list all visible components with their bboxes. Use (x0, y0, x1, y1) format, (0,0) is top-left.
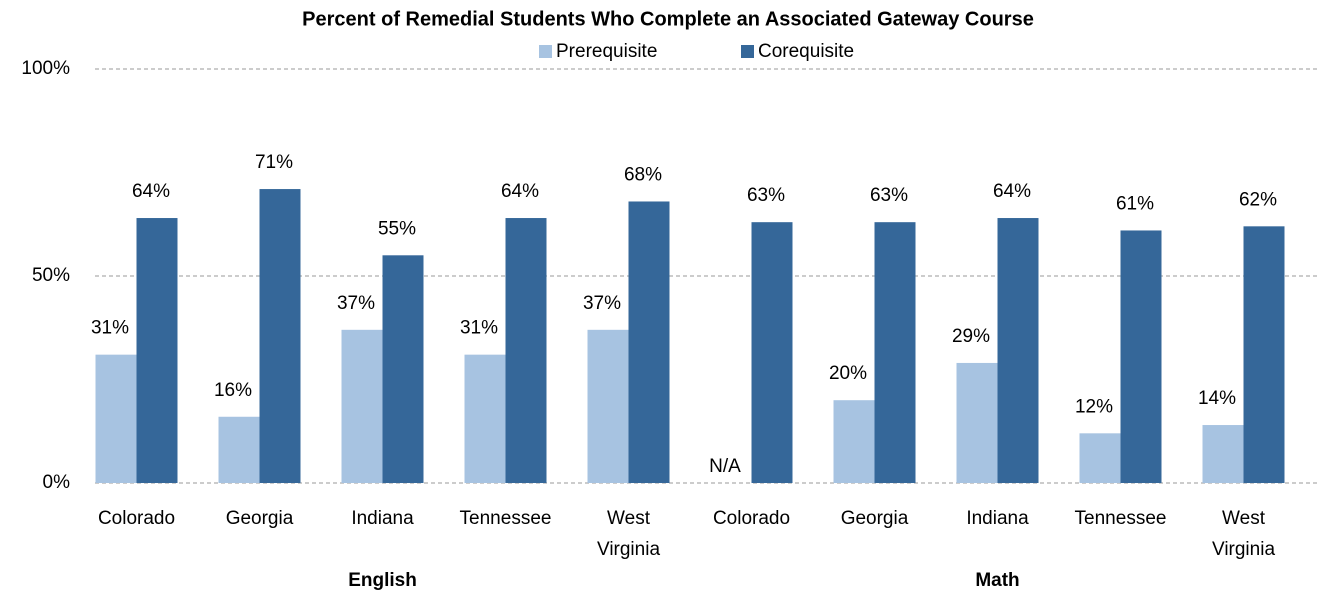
bar (505, 218, 547, 484)
bar (997, 218, 1039, 484)
x-tick-label: West Virginia (597, 508, 660, 560)
data-label: 14% (1198, 388, 1236, 409)
bar (1079, 433, 1121, 483)
bar (1120, 230, 1162, 483)
data-label: N/A (709, 456, 741, 477)
x-tick-label: Indiana (351, 508, 414, 529)
x-tick-label: Georgia (226, 508, 294, 529)
data-label: 20% (829, 363, 867, 384)
x-tick-label: Colorado (713, 508, 790, 529)
bar (833, 400, 875, 483)
chart-title: Percent of Remedial Students Who Complet… (302, 8, 1034, 30)
data-label: 68% (624, 164, 662, 185)
bar (382, 255, 424, 483)
data-label: 62% (1239, 189, 1277, 210)
data-label: 31% (91, 318, 129, 339)
bar (95, 354, 137, 483)
bar (628, 201, 670, 484)
x-tick-label: Tennessee (1075, 508, 1167, 529)
data-label: 31% (460, 318, 498, 339)
x-tick-label: West Virginia (1212, 508, 1275, 560)
y-tick-label: 100% (21, 58, 70, 79)
y-tick-label: 0% (43, 472, 71, 493)
bar (218, 416, 260, 483)
data-label: 64% (993, 181, 1031, 202)
data-label: 37% (337, 293, 375, 314)
data-label: 61% (1116, 193, 1154, 214)
bar (587, 329, 629, 483)
bar (1202, 425, 1244, 483)
group-label: English (348, 570, 417, 591)
x-tick-label: Indiana (966, 508, 1029, 529)
bar (1243, 226, 1285, 483)
legend-label: Prerequisite (556, 41, 657, 62)
data-label: 29% (952, 326, 990, 347)
y-tick-label: 50% (32, 265, 70, 286)
data-label: 55% (378, 218, 416, 239)
x-tick-label: Tennessee (460, 508, 552, 529)
legend-swatch (741, 45, 754, 58)
bar (956, 362, 998, 483)
bar (259, 189, 301, 483)
bar (874, 222, 916, 483)
data-label: 64% (132, 181, 170, 202)
bar (751, 222, 793, 483)
data-label: 64% (501, 181, 539, 202)
data-label: 63% (747, 185, 785, 206)
data-label: 63% (870, 185, 908, 206)
data-label: 37% (583, 293, 621, 314)
data-label: 12% (1075, 396, 1113, 417)
data-label: 16% (214, 380, 252, 401)
legend-swatch (539, 45, 552, 58)
data-label: 71% (255, 152, 293, 173)
bar (136, 218, 178, 484)
group-label: Math (975, 570, 1019, 591)
x-tick-label: Colorado (98, 508, 175, 529)
bar (341, 329, 383, 483)
legend-label: Corequisite (758, 41, 854, 62)
bar (464, 354, 506, 483)
x-tick-label: Georgia (841, 508, 909, 529)
